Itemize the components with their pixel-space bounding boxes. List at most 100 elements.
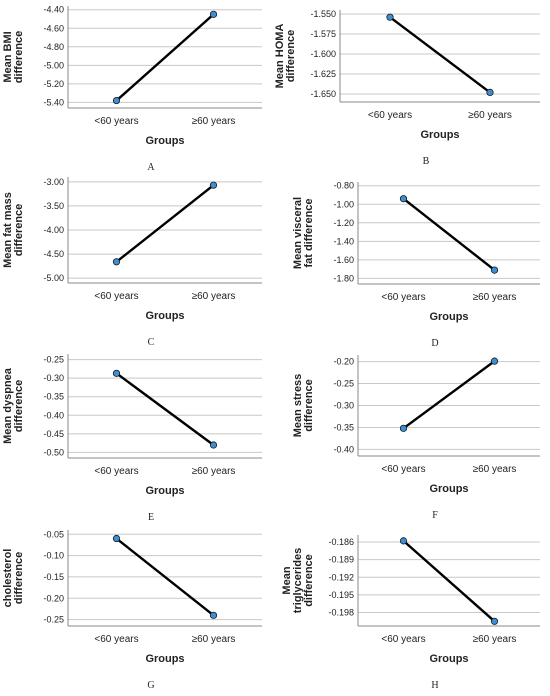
data-point (486, 88, 494, 97)
y-tick-label: -4.80 (43, 42, 64, 52)
y-tick-label: -0.186 (328, 537, 354, 547)
y-tick-label: -1.575 (310, 29, 336, 39)
y-tick-label: -0.45 (43, 429, 64, 439)
y-axis-title: Mean BMI (2, 31, 14, 82)
y-tick-label: -4.00 (43, 225, 64, 235)
panel-label: C (148, 337, 155, 348)
x-tick-label: <60 years (94, 116, 138, 127)
series-line (115, 13, 215, 102)
y-tick-label: -5.20 (43, 79, 64, 89)
x-axis-title: Groups (145, 135, 184, 147)
y-tick-label: -0.10 (43, 551, 64, 561)
series-line (115, 537, 215, 617)
x-tick-label: <60 years (94, 634, 138, 645)
y-tick-label: -1.00 (333, 199, 354, 209)
x-tick-label: <60 years (94, 466, 138, 477)
x-tick-label: <60 years (381, 292, 425, 303)
x-axis-title: Groups (429, 483, 468, 495)
y-axis-title: Mean dyspnea (2, 367, 14, 444)
data-point (490, 266, 499, 274)
panel-label: E (148, 512, 154, 523)
x-tick-label: ≥60 years (192, 291, 236, 302)
y-tick-label: -0.25 (43, 615, 64, 625)
y-tick-label: -0.189 (328, 555, 354, 565)
data-point (209, 181, 218, 189)
data-point (399, 537, 408, 545)
y-tick-label: -5.00 (43, 273, 64, 283)
x-axis-title: Groups (145, 310, 184, 322)
x-tick-label: ≥60 years (192, 634, 236, 645)
y-axis-title: difference (13, 552, 25, 605)
panel-label: H (431, 680, 438, 691)
series-line (389, 16, 491, 94)
y-axis-title: Mean visceral (292, 197, 304, 269)
x-tick-label: ≥60 years (192, 466, 236, 477)
x-axis-title: Groups (429, 653, 468, 665)
panel-label: B (423, 156, 430, 167)
x-tick-label: ≥60 years (473, 464, 517, 475)
y-axis-title: difference (13, 380, 25, 433)
panel-label: D (431, 338, 438, 349)
y-tick-label: -4.50 (43, 249, 64, 259)
x-axis-title: Groups (145, 653, 184, 665)
chart-panel-g: -0.05 -0.10 -0.15 -0.20 -0.25 <60 years ≥60 ye… (0, 529, 262, 691)
data-point (112, 369, 121, 377)
y-tick-label: -1.20 (333, 218, 354, 228)
y-tick-label: -5.40 (43, 97, 64, 107)
y-tick-label: -4.60 (43, 23, 64, 33)
y-tick-label: -0.40 (43, 410, 64, 420)
panel-label: G (147, 680, 154, 691)
y-axis-title: Mean fat mass (2, 192, 14, 268)
y-axis-title: difference (303, 554, 315, 607)
x-axis-title: Groups (145, 485, 184, 497)
data-point (386, 13, 394, 21)
y-axis-title: Mean (281, 566, 293, 594)
y-tick-label: -0.35 (333, 422, 354, 432)
y-tick-label: -1.600 (310, 49, 336, 59)
y-axis-title: cholesterol (2, 549, 14, 608)
panel-label: F (432, 510, 438, 521)
data-point (112, 258, 121, 266)
y-tick-label: -0.20 (333, 357, 354, 367)
y-tick-label: -0.15 (43, 572, 64, 582)
y-tick-label: -0.195 (328, 590, 354, 600)
y-tick-label: -3.50 (43, 201, 64, 211)
panel-label: A (147, 162, 155, 173)
y-tick-label: -1.80 (333, 273, 354, 283)
y-tick-label: -0.40 (333, 444, 354, 454)
y-tick-label: -0.198 (328, 607, 354, 617)
x-tick-label: ≥60 years (473, 634, 517, 645)
x-tick-label: <60 years (381, 464, 425, 475)
series-line (115, 184, 215, 263)
y-axis-title: difference (13, 204, 25, 257)
y-tick-label: -1.550 (310, 9, 336, 19)
data-point (112, 96, 121, 105)
y-tick-label: -0.25 (43, 355, 64, 365)
y-axis-title: triglycerides (292, 548, 304, 613)
chart-panel-b: -1.550 -1.575 -1.600 -1.625 -1.650 <60 years ≥… (274, 9, 540, 167)
series-line (115, 372, 215, 446)
y-tick-label: -0.192 (328, 572, 354, 582)
y-tick-label: -1.625 (310, 69, 336, 79)
chart-panel-c: -5.00 -4.50 -4.00 -3.50 -3.00 <60 years ≥60 ye… (2, 177, 262, 348)
x-tick-label: ≥60 years (473, 292, 517, 303)
data-point (399, 424, 408, 432)
series-line (402, 360, 496, 430)
y-axis-title: difference (13, 31, 25, 84)
chart-panel-a: -5.40 -5.20 -5.00 -4.80 -4.60 -4.40 <60 years ≥… (2, 5, 262, 173)
y-axis-title: Mean HOMA (274, 24, 286, 89)
x-tick-label: ≥60 years (192, 116, 236, 127)
y-tick-label: -0.35 (43, 392, 64, 402)
y-axis-title: difference (303, 379, 315, 432)
y-tick-label: -0.80 (333, 181, 354, 191)
y-tick-label: -0.50 (43, 447, 64, 457)
y-tick-label: -1.40 (333, 236, 354, 246)
y-axis-title: fat difference (303, 198, 315, 267)
x-tick-label: <60 years (368, 110, 412, 121)
series-line (402, 197, 496, 272)
y-axis-title: difference (285, 30, 297, 83)
y-tick-label: -0.20 (43, 593, 64, 603)
data-point (112, 534, 121, 543)
data-point (490, 617, 499, 625)
